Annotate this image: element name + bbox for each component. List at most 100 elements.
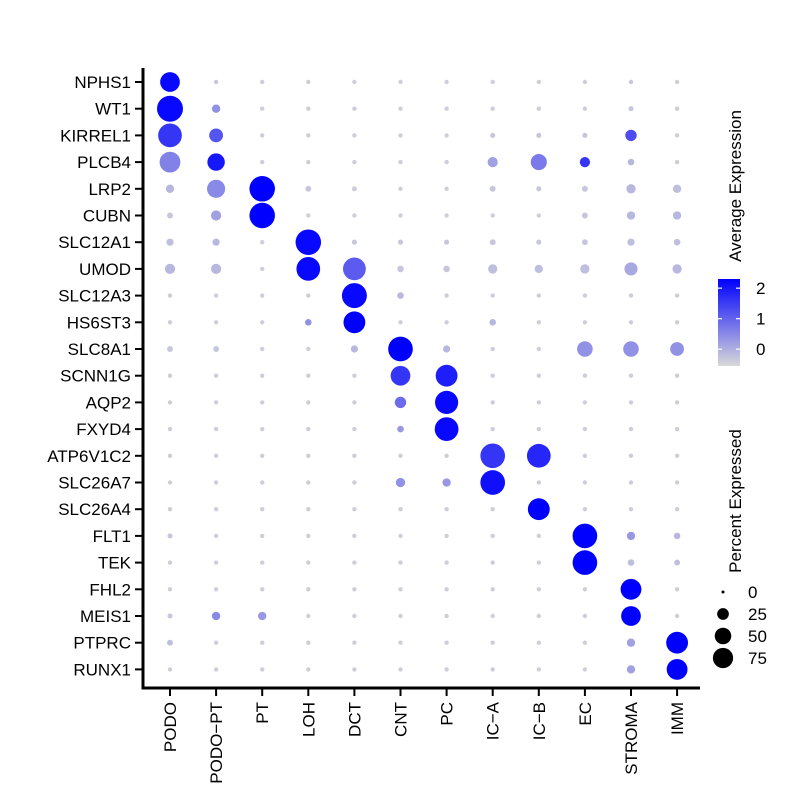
dot-flt1-loh: [306, 533, 311, 539]
x-tick-label: CNT: [392, 702, 411, 737]
y-tick-label: FXYD4: [76, 420, 131, 439]
dot-slc8a1-pc: [442, 345, 451, 353]
dot-meis1-imm: [674, 613, 680, 619]
y-tick-label: NPHS1: [74, 73, 131, 92]
dot-cubn-dct: [352, 213, 357, 218]
dot-scnn1g-ic-b: [536, 373, 541, 378]
dot-slc26a4-dct: [352, 507, 357, 512]
x-tick-label: DCT: [345, 702, 364, 737]
dot-fxyd4-ec: [582, 426, 588, 432]
dot-runx1-cnt: [398, 667, 403, 672]
dot-runx1-loh: [306, 667, 311, 672]
y-tick-label: UMOD: [79, 260, 131, 279]
dot-lrp2-stroma: [626, 184, 636, 194]
dot-tek-imm: [674, 559, 681, 566]
dot-ptprc-pc: [444, 640, 449, 645]
x-tick-label: STROMA: [622, 701, 641, 774]
dot-atp6v1c2-podo-pt: [213, 453, 219, 458]
dot-slc8a1-pt: [260, 346, 265, 352]
dot-slc12a1-imm: [673, 238, 681, 246]
dot-plcb4-podo-pt: [207, 153, 225, 171]
dot-aqp2-stroma: [628, 400, 634, 405]
dot-slc8a1-cnt: [388, 336, 413, 362]
y-tick-label: PTPRC: [73, 634, 131, 653]
dot-flt1-pc: [444, 533, 449, 539]
dot-aqp2-pc: [435, 390, 459, 414]
dot-meis1-podo: [167, 613, 173, 619]
dot-slc12a1-loh: [295, 229, 322, 255]
dot-atp6v1c2-ic-a: [480, 443, 506, 469]
dot-slc8a1-imm: [670, 342, 684, 356]
dot-lrp2-ic-a: [489, 185, 496, 192]
dot-hs6st3-ic-b: [536, 320, 541, 325]
dot-slc12a3-ec: [582, 293, 588, 298]
dot-slc26a7-ic-b: [536, 480, 541, 485]
y-tick-label: TEK: [98, 554, 132, 573]
dot-scnn1g-ic-a: [490, 373, 495, 378]
dot-nphs1-ec: [582, 79, 588, 85]
dot-plcb4-stroma: [627, 158, 635, 166]
dot-hs6st3-podo-pt: [213, 320, 219, 325]
dot-slc12a3-pc: [444, 293, 449, 298]
dot-fxyd4-pt: [260, 426, 265, 432]
dot-slc12a3-podo-pt: [213, 293, 219, 298]
size-legend: Percent Expressed 0 25 50 75: [712, 429, 767, 669]
dot-plcb4-pt: [260, 159, 265, 165]
y-tick-label: SLC8A1: [68, 340, 131, 359]
y-tick-label: SLC26A7: [58, 474, 131, 493]
dot-flt1-podo: [167, 533, 173, 539]
dot-wt1-cnt: [398, 106, 403, 111]
y-tick-label: MEIS1: [80, 607, 131, 626]
dot-slc26a4-imm: [674, 507, 680, 512]
dot-slc8a1-podo: [167, 346, 173, 352]
dot-tek-cnt: [398, 560, 403, 565]
dot-cubn-stroma: [626, 211, 636, 220]
dot-hs6st3-pc: [444, 320, 449, 325]
dot-flt1-podo-pt: [213, 533, 219, 539]
dot-wt1-pt: [260, 106, 265, 111]
dot-fhl2-pc: [444, 587, 449, 592]
dot-ptprc-imm: [666, 631, 689, 654]
dot-nphs1-loh: [306, 79, 311, 85]
dot-tek-podo-pt: [213, 560, 219, 565]
dot-wt1-loh: [306, 106, 311, 111]
dot-fxyd4-podo: [167, 426, 173, 432]
dot-runx1-imm: [666, 658, 688, 680]
dot-hs6st3-loh: [305, 319, 312, 326]
dot-wt1-ic-a: [490, 106, 495, 111]
dot-wt1-podo: [157, 95, 183, 122]
dot-tek-pc: [444, 560, 449, 565]
dot-flt1-dct: [352, 533, 357, 539]
y-tick-label: RUNX1: [73, 660, 131, 679]
dot-plcb4-dct: [352, 159, 357, 165]
dot-flt1-ec: [572, 523, 598, 549]
dot-plcb4-podo: [159, 151, 181, 173]
y-tick-label: FHL2: [89, 580, 131, 599]
y-tick-label: WT1: [95, 100, 131, 119]
dot-umod-cnt: [397, 265, 404, 273]
dot-scnn1g-ec: [582, 373, 588, 378]
dot-slc12a3-dct: [341, 283, 367, 309]
dot-slc8a1-dct: [350, 345, 359, 353]
dot-cubn-imm: [672, 211, 682, 220]
dot-slc26a7-pc: [442, 478, 451, 487]
dot-ptprc-dct: [352, 640, 357, 645]
dot-nphs1-ic-a: [490, 79, 495, 85]
dot-wt1-imm: [674, 106, 680, 111]
dot-cubn-podo: [167, 212, 173, 219]
dot-umod-ic-b: [534, 264, 543, 274]
y-tick-label: SLC12A3: [58, 287, 131, 306]
dot-fxyd4-ic-a: [490, 426, 495, 432]
dot-slc12a3-stroma: [628, 293, 634, 298]
dot-meis1-pt: [258, 611, 267, 621]
dot-slc8a1-podo-pt: [213, 346, 220, 352]
dot-fhl2-ec: [582, 587, 588, 592]
dot-cubn-pc: [444, 213, 449, 218]
y-axis-ticks: NPHS1 WT1 KIRREL1 PLCB4 LRP2 CUBN SLC12A1 UMOD S…: [47, 73, 142, 679]
dot-kirrel1-loh: [306, 133, 311, 138]
dot-tek-ec: [572, 550, 598, 575]
x-tick-label: PC: [438, 702, 457, 726]
dot-cubn-podo-pt: [211, 210, 222, 221]
x-tick-label: IMM: [668, 702, 687, 735]
